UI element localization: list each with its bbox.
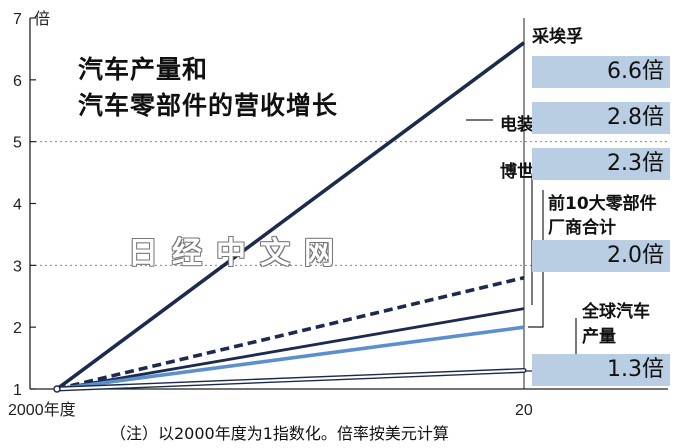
y-tick-label-3: 3: [13, 258, 22, 275]
value-box-zf: 6.6倍: [532, 56, 670, 88]
y-tick-label-5: 5: [13, 135, 22, 152]
y-tick-label-7: 7: [13, 11, 22, 28]
chart-title-line2: 汽车零部件的营收增长: [78, 91, 339, 120]
value-box-denso: 2.8倍: [532, 102, 670, 134]
y-tick-label-6: 6: [13, 73, 22, 90]
label-denso: 电装: [500, 115, 534, 135]
series-line-top10: [56, 325, 525, 391]
series-line-bosch: [56, 307, 525, 391]
origin-point: [53, 385, 61, 393]
value-box-global-production: 1.3倍: [532, 354, 670, 386]
series-line-global-production: [55, 369, 526, 391]
chart-title-line1: 汽车产量和: [78, 55, 209, 84]
footnote: （注）以2000年度为1指数化。倍率按美元计算: [110, 424, 449, 443]
series-line-denso: [56, 275, 525, 391]
label-global-production-line1: 全球汽车: [582, 302, 650, 322]
y-tick-label-1: 1: [13, 382, 22, 399]
label-bosch: 博世: [500, 162, 534, 182]
x-tick-label-start: 2000年度: [8, 401, 76, 419]
leader-top10: [528, 190, 544, 328]
watermark: 日经中文网: [128, 236, 348, 271]
label-zf: 采埃孚: [532, 27, 583, 47]
series-line-zf: [55, 41, 526, 391]
y-unit-label: 倍: [34, 10, 50, 28]
value-box-bosch: 2.3倍: [532, 148, 670, 180]
x-tick-label-end: 20: [515, 402, 533, 419]
label-top10-line2: 厂商合计: [548, 218, 616, 238]
label-top10-line1: 前10大零部件: [548, 194, 657, 214]
y-tick-label-2: 2: [13, 320, 22, 337]
label-global-production-line2: 产量: [582, 327, 616, 347]
value-box-top10: 2.0倍: [532, 240, 670, 272]
y-tick-label-4: 4: [13, 197, 22, 214]
